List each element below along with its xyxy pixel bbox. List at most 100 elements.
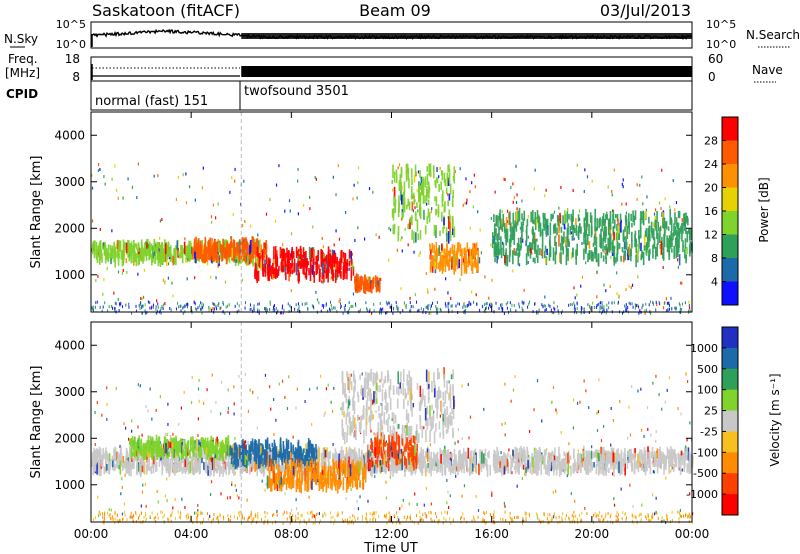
echo-mark [567, 450, 570, 461]
noise-mark [378, 514, 380, 518]
speckle-mark [232, 213, 234, 217]
echo-mark [509, 467, 512, 474]
noise-mark [252, 519, 254, 523]
noise-mark [528, 512, 530, 516]
echo-mark [618, 243, 621, 249]
echo-mark [300, 257, 303, 269]
speckle-mark [511, 471, 513, 475]
echo-mark [127, 244, 129, 258]
echo-mark [546, 218, 549, 230]
speckle-mark [244, 440, 247, 444]
speckle-mark [210, 275, 212, 279]
echo-mark [407, 167, 410, 180]
echo-mark [226, 462, 228, 467]
echo-mark [194, 462, 197, 473]
noise-mark [147, 300, 149, 304]
colorbar-tick-label: 24 [704, 158, 718, 171]
speckle-mark [127, 177, 129, 181]
noise-mark [473, 517, 475, 521]
noise-mark [261, 518, 263, 522]
echo-mark [260, 261, 262, 271]
echo-mark [140, 255, 143, 262]
echo-mark [682, 240, 684, 253]
echo-mark [262, 267, 265, 277]
echo-mark [247, 253, 250, 265]
noise-mark [180, 309, 182, 313]
echo-mark [522, 464, 525, 470]
noise-mark [259, 309, 261, 313]
noise-mark [392, 521, 394, 525]
echo-mark [349, 451, 352, 465]
speckle-mark [234, 436, 236, 440]
echo-mark [640, 255, 643, 261]
beam-title: Beam 09 [359, 1, 431, 20]
noise-mark [109, 512, 111, 516]
noise-mark [99, 510, 101, 514]
cpid-panel-frame [90, 80, 693, 111]
noise-mark [94, 516, 96, 520]
noise-mark [666, 518, 668, 522]
noise-mark [115, 302, 117, 306]
noise-mark [255, 514, 257, 518]
echo-mark [113, 462, 115, 472]
noise-mark [281, 306, 283, 310]
speckle-mark [99, 305, 101, 309]
echo-mark [97, 460, 99, 473]
noise-mark [92, 307, 94, 311]
noise-mark [379, 307, 381, 311]
echo-mark [534, 212, 537, 226]
noise-mark [613, 301, 615, 305]
echo-mark [520, 445, 522, 459]
noise-mark [634, 303, 636, 307]
noise-mark [187, 512, 189, 516]
noise-mark [604, 514, 606, 518]
speckle-mark [680, 281, 682, 285]
echo-mark [455, 250, 458, 263]
noise-band [241, 33, 692, 39]
echo-mark [397, 208, 400, 218]
echo-mark [389, 464, 392, 476]
cpid-program-1: normal (fast) 151 [95, 94, 208, 109]
echo-mark [601, 219, 603, 232]
echo-mark [515, 448, 518, 461]
echo-mark [426, 166, 429, 172]
speckle-mark [220, 380, 223, 384]
noise-mark [160, 307, 162, 311]
speckle-mark [425, 487, 428, 491]
noise-mark [541, 303, 543, 307]
speckle-mark [464, 201, 466, 205]
noise-mark [528, 302, 530, 306]
echo-mark [426, 468, 428, 473]
noise-mark [330, 511, 332, 515]
noise-mark [380, 311, 382, 315]
speckle-mark [137, 425, 139, 429]
echo-mark [394, 198, 397, 206]
echo-mark [564, 210, 566, 224]
speckle-mark [356, 196, 358, 200]
echo-mark [657, 221, 659, 232]
echo-mark [625, 241, 628, 251]
speckle-mark [654, 512, 656, 516]
echo-mark [440, 181, 442, 191]
echo-mark [513, 231, 516, 245]
speckle-mark [159, 219, 162, 223]
echo-mark [352, 266, 355, 276]
echo-mark [395, 169, 398, 175]
echo-mark [663, 217, 666, 224]
noise-mark [202, 518, 204, 522]
noise-mark [558, 311, 560, 315]
speckle-mark [330, 276, 332, 280]
echo-mark [329, 253, 331, 267]
echo-mark [448, 164, 450, 173]
echo-mark [500, 247, 503, 259]
noise-mark [527, 305, 529, 309]
echo-mark [215, 241, 218, 255]
echo-mark [623, 467, 625, 472]
noise-mark [634, 514, 636, 518]
noise-mark [257, 515, 259, 519]
echo-mark [261, 260, 264, 271]
echo-mark [315, 256, 318, 269]
noise-mark [249, 307, 251, 311]
echo-mark [223, 463, 225, 473]
